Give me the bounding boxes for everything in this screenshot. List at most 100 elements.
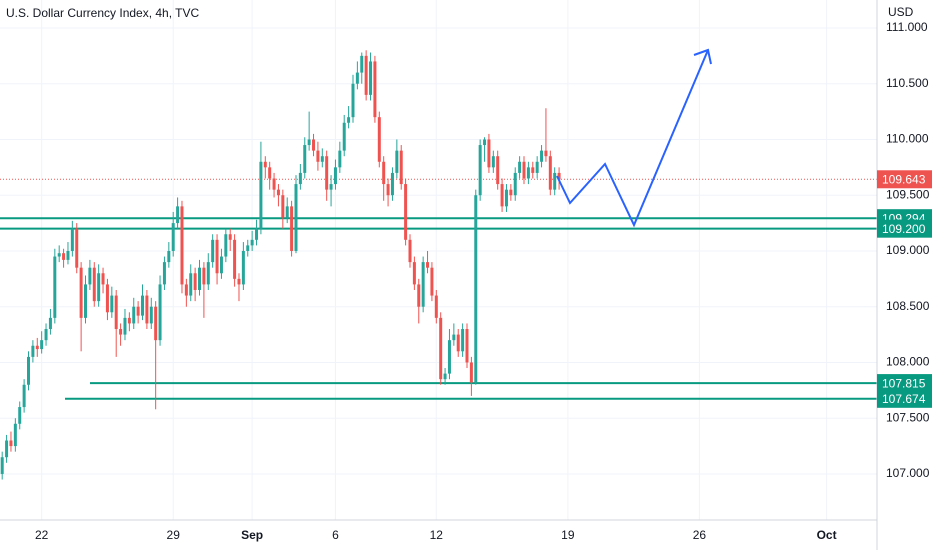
- projection-path: [556, 49, 709, 228]
- candle-body: [557, 172, 561, 180]
- last-price-box: [877, 170, 932, 189]
- candle-body: [206, 262, 210, 285]
- candle-body: [92, 267, 96, 302]
- candle-body: [325, 156, 329, 190]
- candle-body: [553, 172, 557, 190]
- candle-body: [395, 150, 399, 173]
- y-unit: USD: [888, 5, 914, 19]
- y-tick-label: 109.000: [886, 243, 930, 257]
- level-label-box: [877, 219, 932, 238]
- x-tick-label: Sep: [241, 528, 263, 542]
- candle-body: [123, 317, 127, 335]
- candle-body: [35, 345, 39, 350]
- level-label: 107.674: [882, 392, 926, 406]
- candle-body: [44, 329, 48, 341]
- candle-body: [189, 273, 193, 296]
- candle-body: [233, 239, 237, 279]
- candle-body: [443, 373, 447, 380]
- y-tick-label: 108.000: [886, 355, 930, 369]
- x-tick-label: 19: [561, 528, 575, 542]
- candle-body: [513, 172, 517, 196]
- candle-body: [180, 206, 184, 285]
- candle-body: [382, 161, 386, 185]
- candle-body: [526, 167, 530, 179]
- candle-body: [27, 356, 31, 385]
- candle-body: [548, 156, 552, 190]
- candle-body: [66, 250, 70, 260]
- candle-body: [478, 145, 482, 196]
- candle-body: [176, 206, 180, 224]
- chart-title: U.S. Dollar Currency Index, 4h, TVC: [6, 6, 200, 20]
- candle-body: [373, 61, 377, 118]
- candle-body: [136, 306, 140, 316]
- candle-body: [377, 117, 381, 162]
- candle-body: [145, 295, 149, 324]
- level-label-box: [877, 389, 932, 408]
- candle-body: [404, 184, 408, 240]
- candle-body: [496, 156, 500, 185]
- candle-body: [40, 340, 44, 350]
- candle-body: [224, 234, 228, 257]
- candle-body: [544, 150, 548, 157]
- candle-body: [461, 329, 465, 352]
- candle-body: [447, 340, 451, 374]
- candle-body: [57, 253, 61, 257]
- candle-body: [259, 161, 263, 229]
- candle-body: [193, 273, 197, 290]
- candle-body: [149, 306, 153, 324]
- candle-body: [298, 172, 302, 185]
- candle-body: [421, 262, 425, 307]
- candle-body: [509, 189, 513, 196]
- candle-body: [211, 239, 215, 263]
- candle-body: [518, 161, 522, 173]
- candle-body: [360, 55, 364, 73]
- candle-body: [504, 189, 508, 207]
- candle-body: [338, 150, 342, 168]
- candle-body: [22, 384, 26, 408]
- candle-body: [531, 167, 535, 173]
- candle-body: [329, 184, 333, 190]
- y-tick-label: 107.500: [886, 410, 930, 424]
- last-price-label: 109.643: [882, 172, 926, 186]
- levels: [0, 178, 877, 400]
- x-tick-label: 26: [693, 528, 707, 542]
- candle-body: [9, 440, 13, 447]
- candle-body: [430, 267, 434, 296]
- axes: 107.000 107.500 108.000 108.500 109.000 109.5…: [35, 20, 932, 542]
- candle-body: [79, 267, 83, 318]
- candle-body: [84, 284, 88, 318]
- candle-body: [347, 117, 351, 123]
- y-tick-label: 110.500: [886, 76, 929, 90]
- candle-body: [167, 250, 171, 263]
- candle-body: [399, 150, 403, 185]
- candle-body: [97, 273, 101, 302]
- grid: [0, 0, 877, 520]
- y-tick-label: 109.500: [886, 187, 930, 201]
- candle-body: [333, 167, 337, 185]
- candle-body: [62, 253, 66, 260]
- candle-body: [290, 206, 294, 251]
- candle-body: [364, 55, 368, 95]
- candle-body: [276, 189, 280, 196]
- candle-body: [452, 334, 456, 341]
- candle-body: [272, 178, 276, 190]
- candle-body: [154, 306, 158, 341]
- candle-body: [417, 284, 421, 307]
- candle-body: [13, 423, 17, 447]
- candle-body: [351, 83, 355, 118]
- y-tick-label: 110.000: [886, 132, 929, 146]
- candle-body: [215, 239, 219, 274]
- level-label-box: [877, 374, 932, 393]
- candle-body: [316, 150, 320, 162]
- candle-body: [228, 234, 232, 240]
- candle-body: [474, 195, 478, 383]
- level-label: 107.815: [882, 376, 926, 390]
- candle-body: [184, 284, 188, 296]
- candle-body: [75, 228, 79, 268]
- candle-body: [439, 317, 443, 380]
- candle-body: [53, 256, 57, 318]
- candle-body: [456, 334, 460, 352]
- candle-body: [390, 172, 394, 196]
